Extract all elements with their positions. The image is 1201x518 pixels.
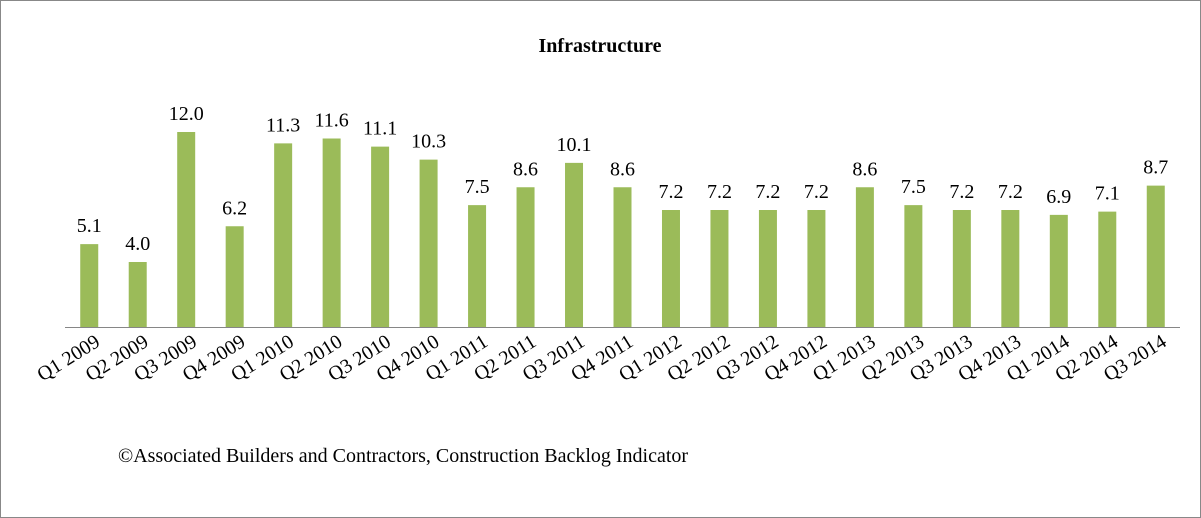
bar [613, 187, 632, 327]
bar [710, 210, 729, 327]
chart-title: Infrastructure [539, 35, 662, 57]
value-label: 5.1 [77, 215, 102, 237]
value-label: 7.2 [755, 181, 780, 203]
value-label: 11.6 [314, 110, 348, 132]
bar [855, 187, 874, 327]
value-label: 7.1 [1095, 183, 1120, 205]
value-label: 12.0 [169, 103, 204, 125]
value-label: 7.2 [998, 181, 1023, 203]
bar [807, 210, 826, 327]
value-label: 8.6 [610, 158, 635, 180]
source-note: ©Associated Builders and Contractors, Co… [118, 445, 688, 467]
value-label: 11.3 [266, 114, 300, 136]
value-label: 10.3 [411, 131, 446, 153]
bar [952, 210, 971, 327]
value-label: 10.1 [557, 134, 592, 156]
bar [565, 162, 584, 327]
bar [274, 143, 293, 327]
bar [80, 244, 99, 327]
value-label: 6.2 [222, 197, 247, 219]
bar [419, 159, 438, 327]
bar [322, 138, 341, 327]
value-label: 7.2 [804, 181, 829, 203]
value-label: 7.5 [901, 176, 926, 198]
value-label: 7.5 [465, 176, 490, 198]
bar [128, 262, 147, 327]
bar [371, 146, 390, 327]
bar [758, 210, 777, 327]
value-label: 7.2 [949, 181, 974, 203]
bar [177, 132, 196, 327]
bar [661, 210, 680, 327]
value-label: 11.1 [363, 118, 397, 140]
bar [225, 226, 244, 327]
bar [468, 205, 487, 327]
bar [1146, 185, 1165, 327]
value-label: 8.6 [513, 158, 538, 180]
value-label: 7.2 [707, 181, 732, 203]
value-label: 6.9 [1046, 186, 1071, 208]
bar [1049, 214, 1068, 327]
bar [516, 187, 535, 327]
bar [904, 205, 923, 327]
value-label: 7.2 [658, 181, 683, 203]
value-label: 8.7 [1143, 157, 1168, 179]
bar [1001, 210, 1020, 327]
value-label: 4.0 [125, 233, 150, 255]
bar [1098, 211, 1117, 327]
value-label: 8.6 [852, 158, 877, 180]
